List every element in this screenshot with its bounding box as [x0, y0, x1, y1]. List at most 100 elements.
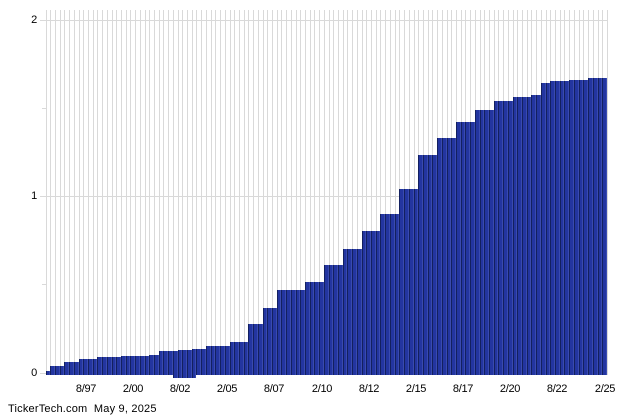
vertical-gridline [149, 10, 150, 375]
x-axis-label: 2/10 [311, 383, 333, 395]
dividend-bar [338, 265, 343, 375]
vertical-gridline [102, 10, 103, 375]
dividend-bar [390, 214, 395, 375]
vertical-gridline [395, 10, 396, 375]
vertical-gridline [79, 10, 80, 375]
dividend-bar [503, 101, 508, 375]
dividend-bar [423, 155, 428, 375]
dividend-bar [437, 138, 442, 375]
dividend-bar [329, 265, 333, 375]
x-axis-label: 2/15 [405, 383, 427, 395]
vertical-gridline [234, 10, 235, 375]
dividend-bar [83, 359, 88, 375]
dividend-bar [248, 324, 253, 375]
vertical-gridline [178, 10, 179, 375]
dividend-bar [178, 350, 182, 378]
dividend-bar [314, 282, 319, 375]
vertical-gridline [46, 10, 47, 375]
dividend-bar [494, 101, 498, 375]
vertical-gridline [347, 10, 348, 375]
vertical-gridline [50, 10, 51, 375]
dividend-bar [267, 308, 272, 375]
vertical-gridline [371, 10, 372, 375]
vertical-gridline [305, 10, 306, 375]
dividend-bar [225, 346, 230, 375]
dividend-bar [475, 110, 480, 375]
dividend-bar [130, 356, 135, 375]
vertical-gridline [182, 10, 183, 375]
vertical-gridline [300, 10, 301, 375]
dividend-bar [126, 356, 130, 375]
y-axis-label: 2 [31, 14, 37, 26]
vertical-gridline [338, 10, 339, 375]
dividend-bar [215, 346, 220, 375]
dividend-bar [258, 324, 263, 375]
dividend-bar [352, 249, 357, 375]
dividend-bar [602, 78, 607, 375]
dividend-bar [211, 346, 215, 375]
vertical-gridline [220, 10, 221, 375]
vertical-gridline [239, 10, 240, 375]
vertical-gridline [248, 10, 249, 375]
dividend-bar [182, 350, 187, 378]
dividend-bar [168, 351, 173, 375]
vertical-gridline [201, 10, 202, 375]
vertical-gridline [385, 10, 386, 375]
vertical-gridline [272, 10, 273, 375]
vertical-gridline [163, 10, 164, 375]
dividend-bar [253, 324, 258, 375]
dividend-bar [432, 155, 437, 375]
horizontal-gridline [39, 20, 607, 21]
dividend-bar [588, 78, 593, 375]
dividend-bar [121, 356, 126, 375]
dividend-bar [149, 355, 154, 375]
dividend-bar [187, 350, 192, 378]
horizontal-gridline [39, 196, 607, 197]
x-axis-label: 2/25 [594, 383, 616, 395]
vertical-gridline [244, 10, 245, 375]
vertical-gridline [310, 10, 311, 375]
dividend-bar [569, 80, 574, 375]
vertical-gridline [329, 10, 330, 375]
dividend-bar [234, 342, 239, 375]
vertical-gridline [376, 10, 377, 375]
vertical-gridline [135, 10, 136, 375]
vertical-gridline [362, 10, 363, 375]
dividend-bar [451, 138, 456, 375]
dividend-bar [442, 138, 447, 375]
dividend-bar [347, 249, 352, 375]
dividend-bar [281, 290, 286, 375]
dividend-bar [135, 356, 140, 375]
dividend-bar [206, 346, 211, 375]
dividend-bar [310, 282, 314, 375]
vertical-gridline [258, 10, 259, 375]
vertical-gridline [281, 10, 282, 375]
x-axis-label: 8/97 [75, 383, 97, 395]
vertical-gridline [69, 10, 70, 375]
dividend-bar [333, 265, 338, 375]
dividend-bar [489, 110, 494, 375]
dividend-bar [196, 349, 201, 375]
y-axis-minor-tick [41, 284, 46, 285]
dividend-bar [291, 290, 296, 375]
dividend-bar [513, 97, 517, 375]
dividend-bar [296, 290, 300, 375]
vertical-gridline [112, 10, 113, 375]
dividend-bar [244, 342, 248, 375]
dividend-bar [55, 366, 60, 375]
dividend-bar [574, 80, 579, 375]
dividend-bar [277, 290, 281, 375]
dividend-bar [97, 357, 102, 375]
dividend-bar [230, 342, 234, 375]
dividend-bar [140, 356, 145, 375]
vertical-gridline [145, 10, 146, 375]
dividend-bar [93, 359, 97, 375]
vertical-gridline [267, 10, 268, 375]
dividend-bar [163, 351, 168, 375]
vertical-gridline [215, 10, 216, 375]
dividend-bar [564, 81, 569, 375]
dividend-bar [456, 122, 461, 375]
footer-credit: TickerTech.com May 9, 2025 [8, 403, 157, 415]
